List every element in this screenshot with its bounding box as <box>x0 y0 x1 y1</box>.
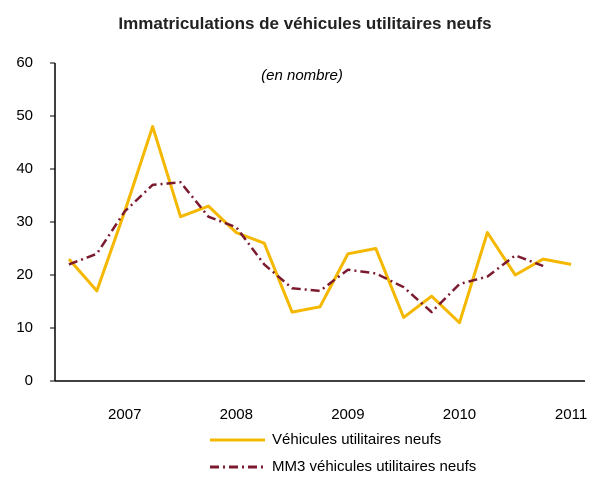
x-tick-label: 2010 <box>443 406 476 423</box>
y-tick-label: 20 <box>16 266 33 283</box>
y-tick-label: 0 <box>25 372 33 389</box>
x-tick-label: 2011 <box>555 406 587 423</box>
y-tick-label: 50 <box>16 107 33 124</box>
series-line <box>68 181 544 314</box>
y-tick-label: 30 <box>16 213 33 230</box>
y-tick-label: 40 <box>16 160 33 177</box>
x-tick-label: 2007 <box>108 406 141 423</box>
legend-label: Véhicules utilitaires neufs <box>272 431 441 448</box>
legend-label: MM3 véhicules utilitaires neufs <box>272 458 476 475</box>
x-tick-label: 2008 <box>220 406 253 423</box>
x-tick-label: 2009 <box>331 406 364 423</box>
y-tick-label: 60 <box>16 54 33 71</box>
chart-title: Immatriculations de véhicules utilitaire… <box>118 14 492 33</box>
series-line <box>67 125 572 325</box>
chart-subtitle: (en nombre) <box>261 67 343 84</box>
y-tick-label: 10 <box>16 319 33 336</box>
